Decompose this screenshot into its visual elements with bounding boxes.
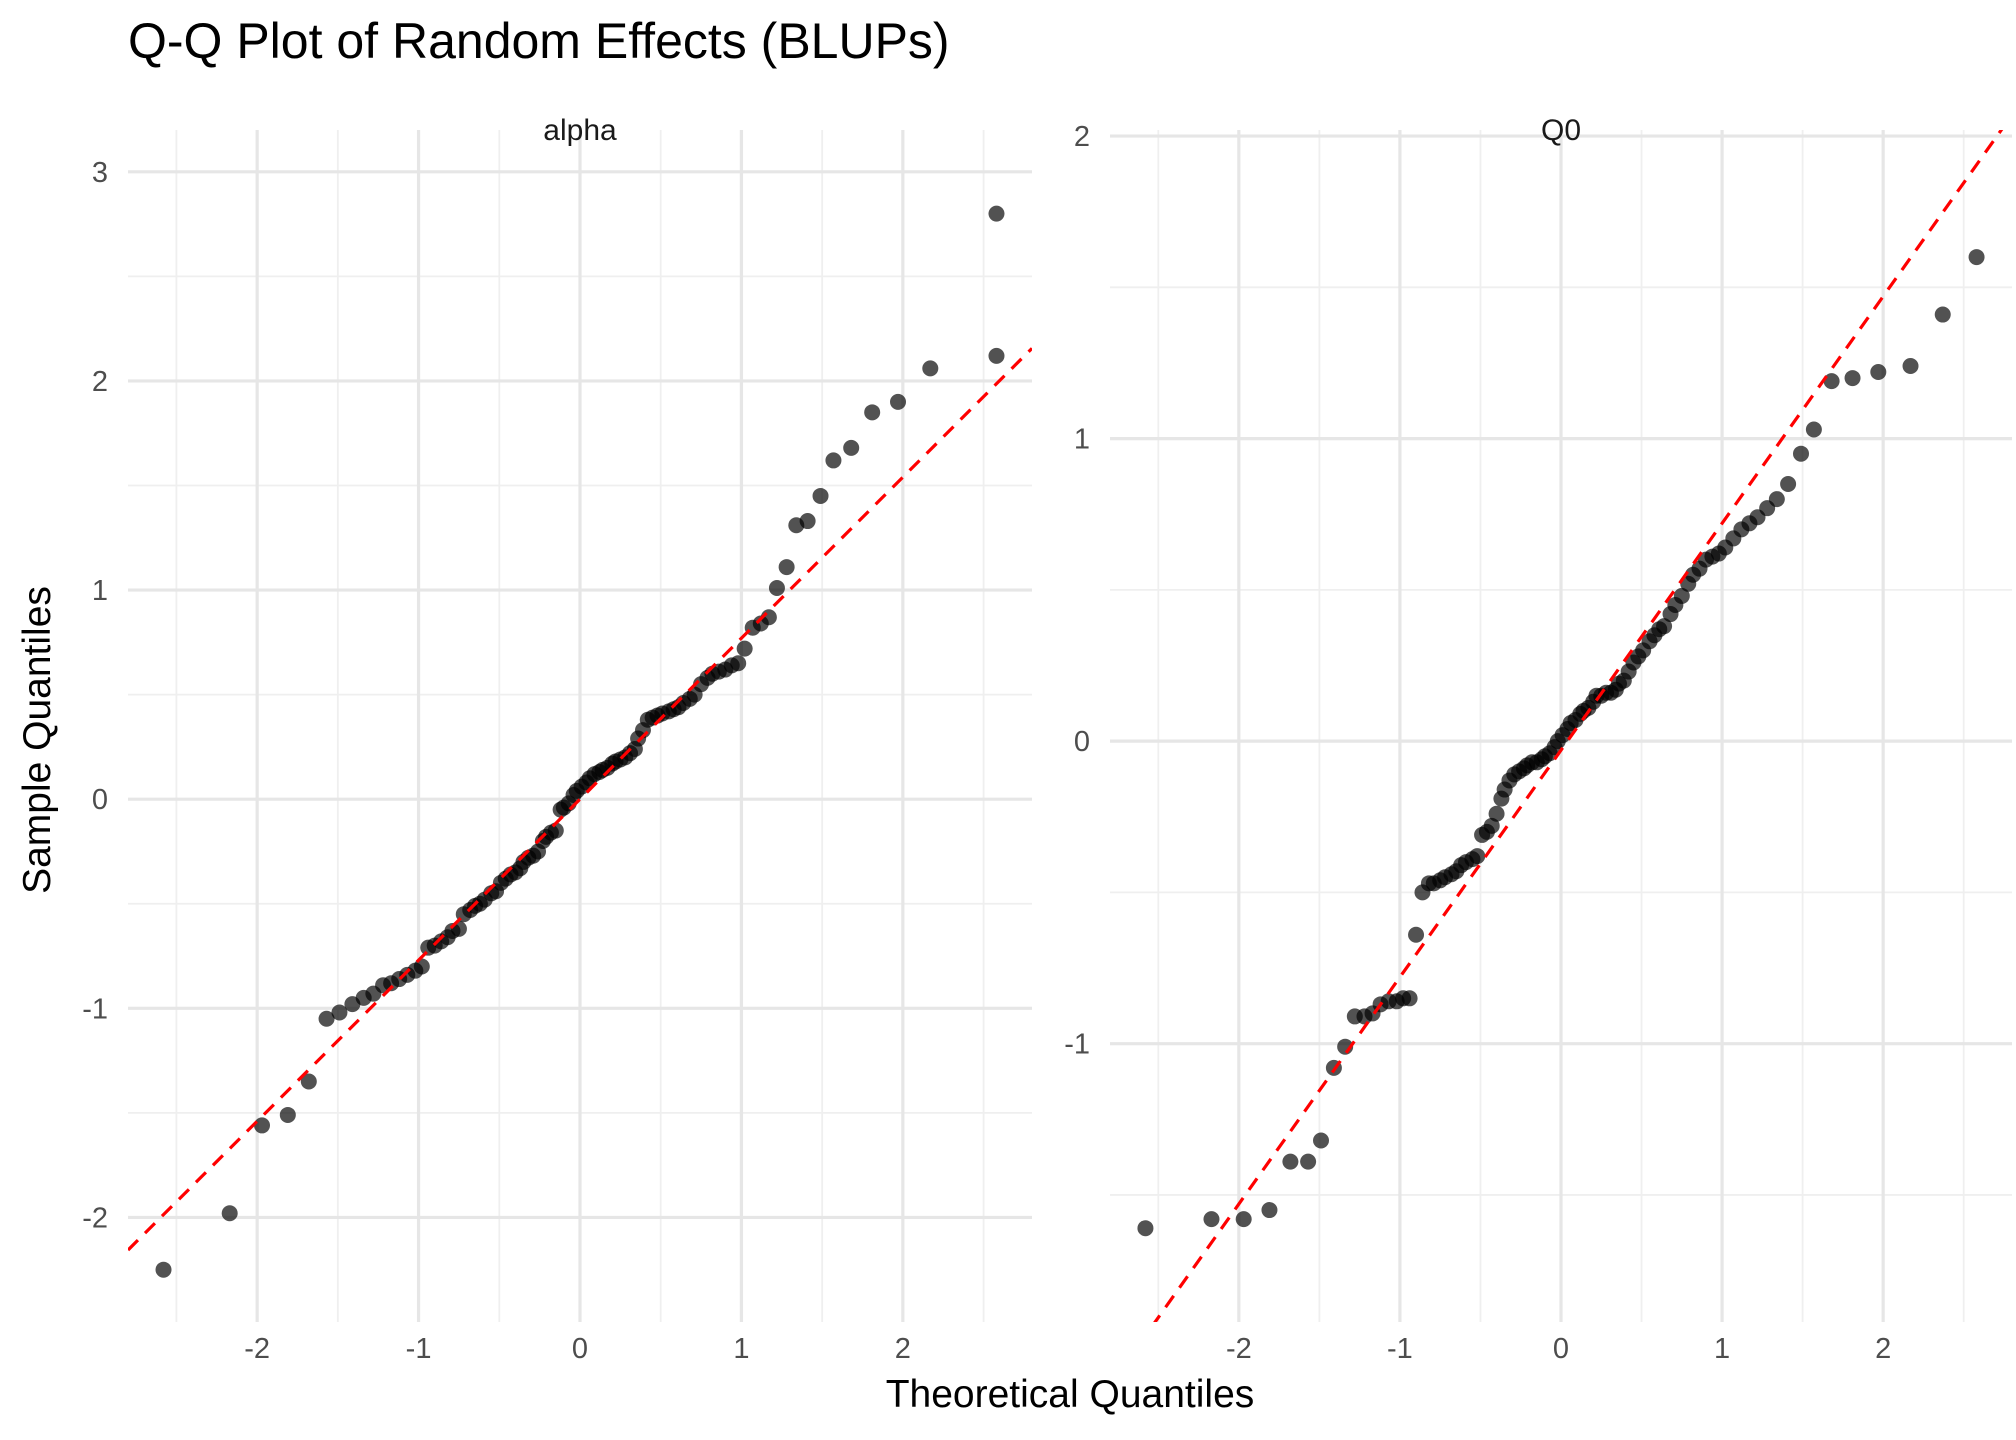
data-point bbox=[547, 822, 564, 839]
data-point bbox=[730, 655, 747, 672]
data-point bbox=[1488, 805, 1505, 822]
y-tick-label: 1 bbox=[1074, 424, 1090, 456]
data-point bbox=[799, 513, 816, 530]
data-point bbox=[221, 1205, 238, 1222]
data-point bbox=[331, 1004, 348, 1021]
panel-Q0: -2 -1 0 1 2 -1 0 1 2 Q0 bbox=[1064, 114, 2012, 1365]
reference-line bbox=[1153, 130, 2004, 1322]
y-tick-label: -2 bbox=[82, 1202, 108, 1234]
data-point bbox=[1235, 1211, 1252, 1228]
x-tick-label: -2 bbox=[1226, 1333, 1252, 1365]
data-point bbox=[318, 1010, 335, 1027]
data-point bbox=[1300, 1153, 1317, 1170]
data-point bbox=[1469, 848, 1486, 865]
data-point bbox=[890, 393, 907, 410]
reference-line bbox=[128, 347, 1032, 1252]
x-tick-label: 0 bbox=[1553, 1333, 1569, 1365]
data-point bbox=[1483, 817, 1500, 834]
data-point bbox=[1870, 364, 1887, 381]
data-point bbox=[1656, 618, 1673, 635]
y-tick-label: 1 bbox=[92, 575, 108, 607]
data-point bbox=[1673, 587, 1690, 604]
strip-label-Q0: Q0 bbox=[1541, 114, 1581, 147]
y-tick-label: 0 bbox=[92, 784, 108, 816]
y-tick-label: 0 bbox=[1074, 726, 1090, 758]
data-point bbox=[736, 640, 753, 657]
y-tick-label: -1 bbox=[1064, 1029, 1090, 1061]
panel-alpha: -2 -1 0 1 2 -2 -1 0 1 2 3 alpha bbox=[82, 114, 1032, 1365]
data-point bbox=[778, 559, 795, 576]
chart-title: Q-Q Plot of Random Effects (BLUPs) bbox=[128, 13, 950, 69]
data-point bbox=[1805, 421, 1822, 438]
data-point bbox=[1401, 990, 1418, 1007]
data-point bbox=[1408, 926, 1425, 943]
data-point bbox=[864, 404, 881, 421]
x-tick-label: 2 bbox=[895, 1333, 911, 1365]
data-point bbox=[300, 1073, 317, 1090]
data-point bbox=[1282, 1153, 1299, 1170]
y-tick-label: 2 bbox=[1074, 121, 1090, 153]
data-point bbox=[1203, 1211, 1220, 1228]
data-point bbox=[922, 360, 939, 377]
x-tick-label: 1 bbox=[1714, 1333, 1730, 1365]
data-point bbox=[1768, 491, 1785, 508]
data-point bbox=[1934, 306, 1951, 323]
data-point bbox=[1137, 1220, 1154, 1237]
x-tick-label: 2 bbox=[1875, 1333, 1891, 1365]
data-point bbox=[825, 452, 842, 469]
data-point bbox=[1780, 475, 1797, 492]
data-point bbox=[843, 439, 860, 456]
x-axis-title: Theoretical Quantiles bbox=[885, 1373, 1255, 1416]
data-point bbox=[988, 205, 1005, 222]
data-point bbox=[450, 920, 467, 937]
data-point bbox=[988, 347, 1005, 364]
y-tick-label: 3 bbox=[92, 157, 108, 189]
data-point bbox=[1968, 249, 1985, 266]
x-tick-label: 0 bbox=[572, 1333, 588, 1365]
y-tick-label: -1 bbox=[82, 993, 108, 1025]
data-point bbox=[1844, 370, 1861, 387]
data-point bbox=[1261, 1202, 1278, 1219]
data-point bbox=[768, 579, 785, 596]
data-point bbox=[1792, 445, 1809, 462]
data-point bbox=[1313, 1132, 1330, 1149]
data-point bbox=[812, 487, 829, 504]
strip-label-alpha: alpha bbox=[543, 114, 617, 147]
data-point bbox=[1823, 373, 1840, 390]
data-point bbox=[1902, 357, 1919, 374]
x-tick-label: 1 bbox=[733, 1333, 749, 1365]
x-tick-label: -1 bbox=[406, 1333, 432, 1365]
x-tick-label: -1 bbox=[1387, 1333, 1413, 1365]
data-point bbox=[279, 1106, 296, 1123]
y-tick-label: 2 bbox=[92, 366, 108, 398]
data-point bbox=[253, 1117, 270, 1134]
data-point bbox=[155, 1261, 172, 1278]
x-tick-label: -2 bbox=[244, 1333, 270, 1365]
